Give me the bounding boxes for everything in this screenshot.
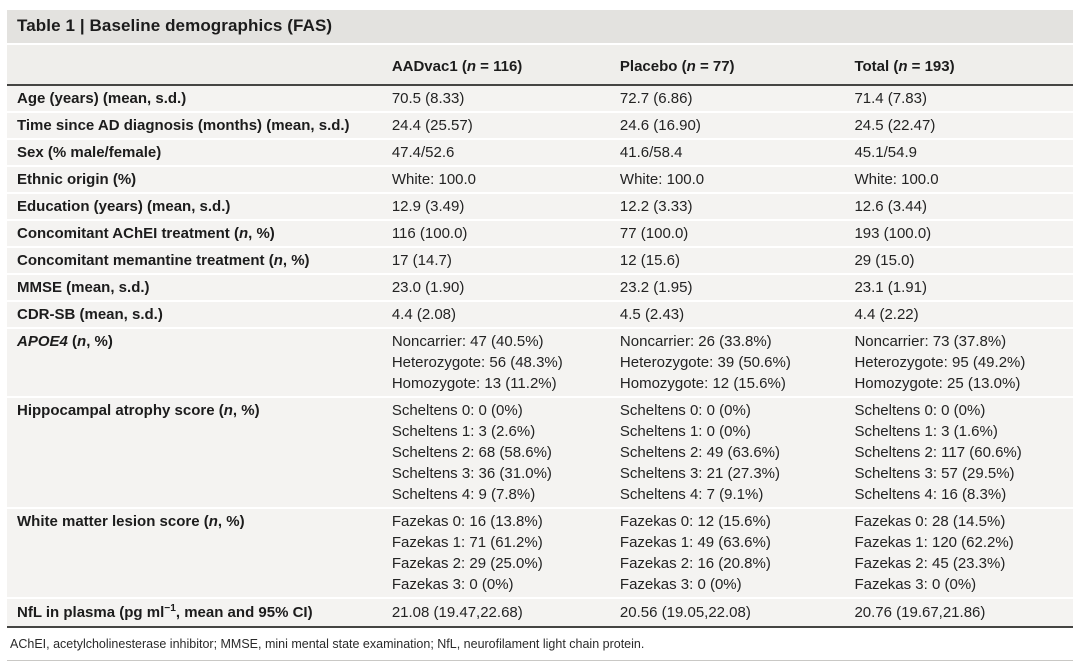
table-row-achei-treatment: Concomitant AChEI treatment (n, %) 116 (…	[7, 221, 1073, 248]
cell-value: Fazekas 0: 28 (14.5%) Fazekas 1: 120 (62…	[854, 513, 1014, 593]
row-label: NfL in plasma (pg ml−1, mean and 95% CI)	[17, 603, 313, 621]
cell-value: 116 (100.0)	[391, 225, 468, 242]
row-label: APOE4 (n, %)	[17, 333, 113, 350]
row-label: MMSE (mean, s.d.)	[17, 279, 150, 296]
table-footnote: AChEI, acetylcholinesterase inhibitor; M…	[7, 628, 1073, 661]
cell-value: 47.4/52.6	[391, 144, 455, 161]
cell-value: 24.4 (25.57)	[391, 117, 473, 134]
table-row-cdr-sb: CDR-SB (mean, s.d.) 4.4 (2.08) 4.5 (2.43…	[7, 302, 1073, 329]
table-row-nfl-plasma: NfL in plasma (pg ml−1, mean and 95% CI)…	[7, 599, 1073, 628]
cell-value: 70.5 (8.33)	[391, 90, 465, 107]
table-row-time-since-diagnosis: Time since AD diagnosis (months) (mean, …	[7, 113, 1073, 140]
cell-value: Scheltens 0: 0 (0%) Scheltens 1: 3 (2.6%…	[391, 402, 552, 503]
cell-value: White: 100.0	[619, 171, 705, 188]
cell-value: 4.4 (2.08)	[391, 306, 457, 323]
table-row-sex: Sex (% male/female) 47.4/52.6 41.6/58.4 …	[7, 140, 1073, 167]
cell-value: 41.6/58.4	[619, 144, 683, 161]
cell-value: 45.1/54.9	[854, 144, 917, 161]
cell-value: 4.5 (2.43)	[619, 306, 685, 323]
cell-value: 12 (15.6)	[619, 252, 680, 269]
cell-value: 21.08 (19.47,22.68)	[391, 604, 523, 621]
cell-value: 29 (15.0)	[854, 252, 915, 269]
cell-value: Noncarrier: 73 (37.8%) Heterozygote: 95 …	[854, 333, 1026, 392]
table-row-white-matter-lesion: White matter lesion score (n, %) Fazekas…	[7, 509, 1073, 599]
table-row-education: Education (years) (mean, s.d.) 12.9 (3.4…	[7, 194, 1073, 221]
cell-value: 12.2 (3.33)	[619, 198, 693, 215]
column-header-total: Total (n = 193)	[854, 58, 955, 75]
cell-value: 24.6 (16.90)	[619, 117, 701, 134]
row-label: CDR-SB (mean, s.d.)	[17, 306, 163, 323]
cell-value: 77 (100.0)	[619, 225, 689, 242]
column-header-placebo: Placebo (n = 77)	[619, 58, 735, 75]
row-label: Education (years) (mean, s.d.)	[17, 198, 231, 215]
row-label: Ethnic origin (%)	[17, 171, 137, 188]
cell-value: 20.56 (19.05,22.08)	[619, 604, 751, 621]
table-row-ethnic-origin: Ethnic origin (%) White: 100.0 White: 10…	[7, 167, 1073, 194]
row-label: Age (years) (mean, s.d.)	[17, 90, 187, 107]
row-label: White matter lesion score (n, %)	[17, 513, 245, 530]
row-label: Time since AD diagnosis (months) (mean, …	[17, 117, 350, 134]
cell-value: Noncarrier: 26 (33.8%) Heterozygote: 39 …	[619, 333, 791, 392]
row-label: Concomitant memantine treatment (n, %)	[17, 252, 310, 269]
cell-value: Fazekas 0: 16 (13.8%) Fazekas 1: 71 (61.…	[391, 513, 543, 593]
cell-value: 12.6 (3.44)	[854, 198, 927, 215]
table-row-hippocampal-atrophy: Hippocampal atrophy score (n, %) Schelte…	[7, 398, 1073, 509]
cell-value: 23.0 (1.90)	[391, 279, 465, 296]
cell-value: 72.7 (6.86)	[619, 90, 693, 107]
row-label: Hippocampal atrophy score (n, %)	[17, 402, 260, 419]
table-title: Table 1 | Baseline demographics (FAS)	[7, 10, 1073, 43]
cell-value: 4.4 (2.22)	[854, 306, 919, 323]
cell-value: Scheltens 0: 0 (0%) Scheltens 1: 0 (0%) …	[619, 402, 781, 503]
row-label: Sex (% male/female)	[17, 144, 162, 161]
cell-value: Noncarrier: 47 (40.5%) Heterozygote: 56 …	[391, 333, 563, 392]
cell-value: 23.2 (1.95)	[619, 279, 693, 296]
table-row-age: Age (years) (mean, s.d.) 70.5 (8.33) 72.…	[7, 86, 1073, 113]
cell-value: Scheltens 0: 0 (0%) Scheltens 1: 3 (1.6%…	[854, 402, 1022, 503]
row-label: Concomitant AChEI treatment (n, %)	[17, 225, 275, 242]
column-header-aadvac1: AADvac1 (n = 116)	[391, 58, 523, 75]
cell-value: 71.4 (7.83)	[854, 90, 927, 107]
cell-value: 24.5 (22.47)	[854, 117, 936, 134]
cell-value: 17 (14.7)	[391, 252, 452, 269]
cell-value: 193 (100.0)	[854, 225, 932, 242]
cell-value: Fazekas 0: 12 (15.6%) Fazekas 1: 49 (63.…	[619, 513, 771, 593]
cell-value: White: 100.0	[391, 171, 477, 188]
cell-value: 23.1 (1.91)	[854, 279, 927, 296]
cell-value: White: 100.0	[854, 171, 939, 188]
column-header-row: AADvac1 (n = 116) Placebo (n = 77) Total…	[7, 45, 1073, 86]
table-row-mmse: MMSE (mean, s.d.) 23.0 (1.90) 23.2 (1.95…	[7, 275, 1073, 302]
table-row-memantine-treatment: Concomitant memantine treatment (n, %) 1…	[7, 248, 1073, 275]
cell-value: 20.76 (19.67,21.86)	[854, 604, 986, 621]
cell-value: 12.9 (3.49)	[391, 198, 465, 215]
table-row-apoe4: APOE4 (n, %) Noncarrier: 47 (40.5%) Hete…	[7, 329, 1073, 398]
